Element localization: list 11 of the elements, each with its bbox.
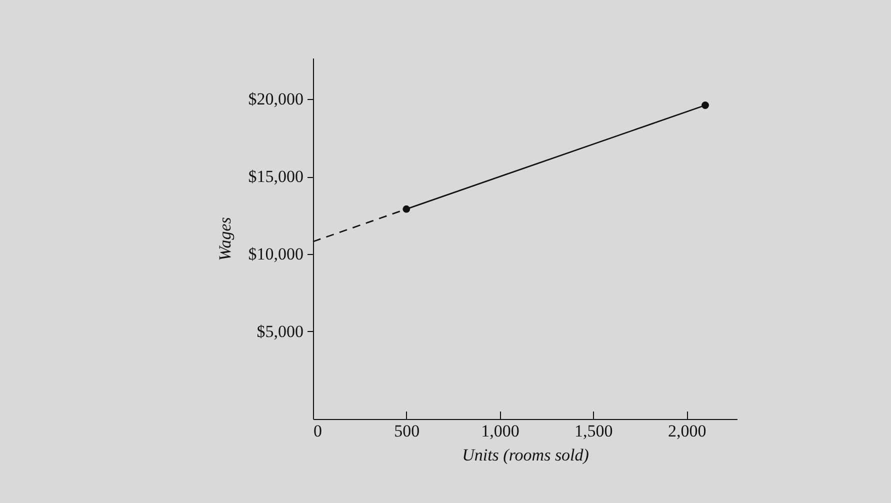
x-tick-label: 0 — [314, 422, 322, 440]
x-tick-label: 2,000 — [668, 422, 706, 440]
y-axis-title: Wages — [215, 216, 234, 261]
y-tick-label: $10,000 — [248, 244, 304, 264]
x-axis-title: Units (rooms sold) — [462, 446, 590, 464]
x-tick-label: 1,000 — [481, 422, 520, 440]
y-tick-label: $20,000 — [248, 90, 304, 109]
x-tick-label: 1,500 — [574, 422, 613, 440]
y-tick-label: $5,000 — [256, 322, 304, 341]
x-tick-label: 500 — [394, 422, 420, 440]
y-tick-label: $15,000 — [248, 167, 304, 186]
